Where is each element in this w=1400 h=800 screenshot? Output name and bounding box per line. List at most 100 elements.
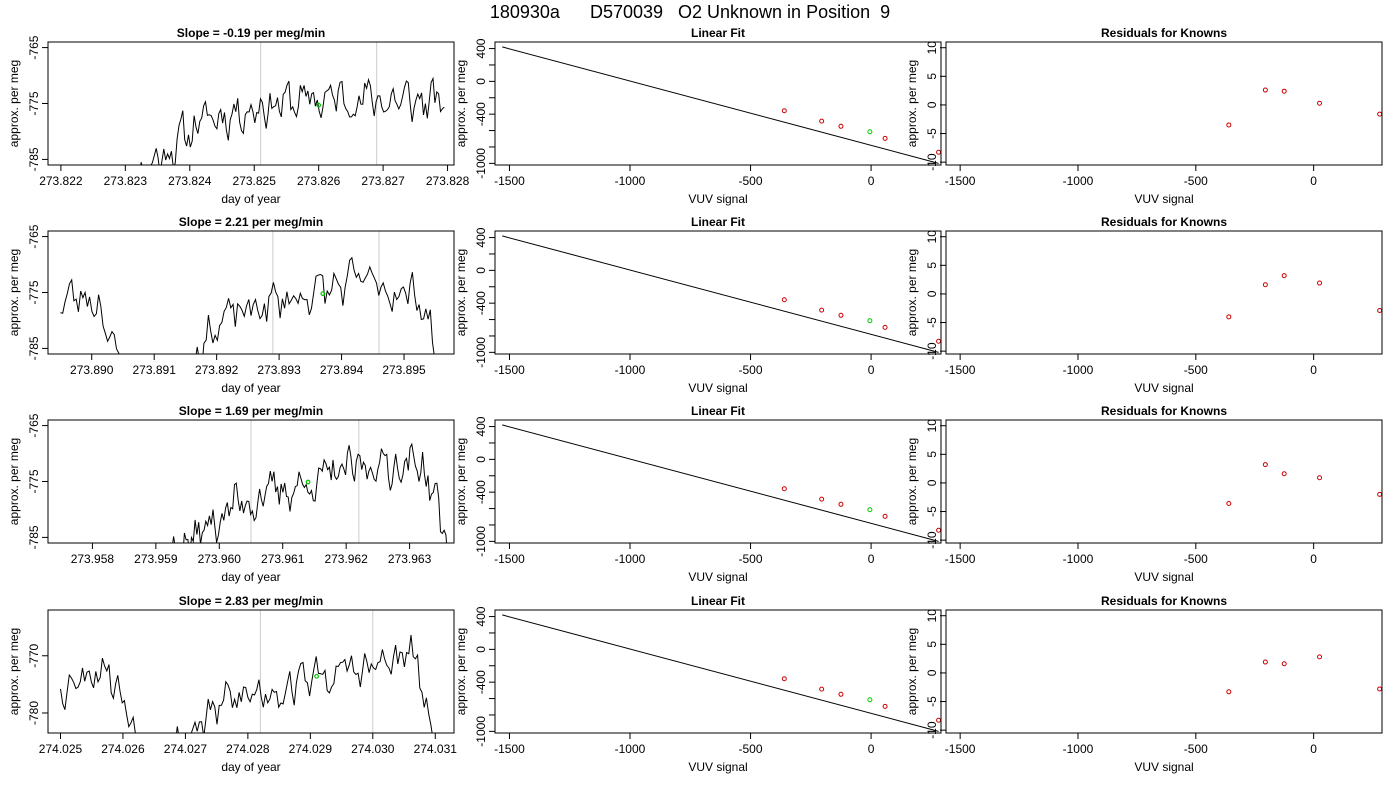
y-tick-label: -1000 bbox=[474, 337, 488, 368]
known-point bbox=[819, 496, 825, 502]
figure-title: 180930a D570039 O2 Unknown in Position 9 bbox=[490, 2, 890, 22]
x-tick-label: 273.890 bbox=[70, 363, 114, 377]
y-tick-label: 10 bbox=[925, 230, 939, 244]
y-axis-label: approx. per meg bbox=[454, 628, 468, 715]
known-point bbox=[1281, 471, 1287, 477]
panel-title: Slope = -0.19 per meg/min bbox=[177, 26, 325, 40]
unknown-marker bbox=[305, 479, 311, 485]
x-tick-label: 273.960 bbox=[198, 552, 242, 566]
known-point bbox=[819, 118, 825, 124]
x-tick-label: 0 bbox=[868, 742, 875, 756]
panel-3-2: Residuals for Knowns -1500 -1000 -500 0 10 5 0 -… bbox=[905, 594, 1383, 774]
panel-1-1: Linear Fit -1500 -1000 -500 0 400 0 -400 -1000 VU… bbox=[454, 215, 942, 395]
x-tick-label: -500 bbox=[1184, 742, 1208, 756]
known-point bbox=[1377, 111, 1382, 117]
y-tick-label: -785 bbox=[27, 336, 41, 360]
unknown-marker bbox=[320, 291, 326, 297]
signal-trace bbox=[60, 256, 435, 354]
panel-title: Linear Fit bbox=[691, 594, 745, 608]
plot-area bbox=[1226, 462, 1382, 507]
panel-title: Slope = 2.21 per meg/min bbox=[179, 215, 323, 229]
x-tick-label: 274.028 bbox=[226, 742, 270, 756]
unknown-point bbox=[867, 129, 873, 135]
x-axis-label: VUV signal bbox=[688, 381, 747, 395]
known-point bbox=[1377, 308, 1382, 314]
x-tick-label: 0 bbox=[868, 363, 875, 377]
panel-title: Linear Fit bbox=[691, 215, 745, 229]
x-tick-label: 273.958 bbox=[71, 552, 115, 566]
x-tick-label: -1500 bbox=[945, 552, 976, 566]
y-tick-label: 10 bbox=[925, 41, 939, 55]
y-tick-label: -400 bbox=[474, 291, 488, 315]
y-tick-label: -775 bbox=[27, 91, 41, 115]
plot-frame bbox=[945, 230, 1383, 355]
x-tick-label: -1500 bbox=[494, 363, 525, 377]
x-tick-label: 273.891 bbox=[132, 363, 176, 377]
x-axis-label: day of year bbox=[221, 570, 280, 584]
x-tick-label: -500 bbox=[739, 552, 763, 566]
plot-frame bbox=[945, 419, 1383, 544]
y-tick-label: -5 bbox=[925, 317, 939, 328]
unknown-point bbox=[867, 507, 873, 513]
panel-0-1: Linear Fit -1500 -1000 -500 0 400 0 -400 -1000 VU… bbox=[454, 26, 942, 206]
y-tick-label: -765 bbox=[27, 224, 41, 248]
x-tick-label: -1500 bbox=[494, 174, 525, 188]
y-axis-label: approx. per meg bbox=[454, 60, 468, 147]
known-point bbox=[1226, 501, 1232, 507]
y-axis-label: approx. per meg bbox=[454, 438, 468, 525]
plot-frame bbox=[494, 230, 942, 355]
known-point bbox=[838, 123, 844, 129]
known-point bbox=[781, 486, 787, 492]
panel-1-0: Slope = 2.21 per meg/min 273.890 273.891 27… bbox=[7, 215, 455, 395]
y-axis-label: approx. per meg bbox=[7, 60, 21, 147]
y-tick-label: -770 bbox=[27, 643, 41, 667]
x-tick-label: -500 bbox=[739, 174, 763, 188]
x-tick-label: -1000 bbox=[1063, 363, 1094, 377]
x-tick-label: 273.892 bbox=[195, 363, 239, 377]
plot-area bbox=[502, 235, 941, 353]
plot-frame bbox=[47, 419, 455, 544]
panel-title: Linear Fit bbox=[691, 404, 745, 418]
x-tick-label: 273.827 bbox=[361, 174, 405, 188]
y-tick-label: 0 bbox=[925, 101, 939, 108]
y-tick-label: -400 bbox=[474, 670, 488, 694]
x-tick-label: -500 bbox=[1184, 552, 1208, 566]
x-tick-label: 274.027 bbox=[164, 742, 208, 756]
known-point bbox=[1317, 100, 1323, 106]
fit-line bbox=[502, 235, 939, 353]
x-tick-label: -1000 bbox=[615, 552, 646, 566]
signal-trace bbox=[140, 76, 445, 165]
x-tick-label: -1000 bbox=[615, 363, 646, 377]
y-axis-label: approx. per meg bbox=[905, 438, 919, 525]
plot-area bbox=[1226, 273, 1382, 320]
y-axis-label: approx. per meg bbox=[7, 249, 21, 336]
known-point bbox=[1377, 686, 1382, 692]
y-tick-label: 0 bbox=[474, 646, 488, 653]
y-tick-label: -785 bbox=[27, 147, 41, 171]
panel-grid: Slope = -0.19 per meg/min 273.822 273.823 2… bbox=[7, 26, 1383, 774]
panel-2-2: Residuals for Knowns -1500 -1000 -500 0 10 5 0 -… bbox=[905, 404, 1383, 584]
x-tick-label: -500 bbox=[1184, 174, 1208, 188]
known-point bbox=[838, 501, 844, 507]
panel-title: Residuals for Knowns bbox=[1101, 594, 1227, 608]
plot-frame bbox=[47, 230, 455, 355]
plot-area bbox=[60, 231, 435, 354]
x-tick-label: -1500 bbox=[945, 174, 976, 188]
known-point bbox=[838, 312, 844, 318]
y-tick-label: -10 bbox=[925, 531, 939, 549]
known-point bbox=[1377, 491, 1382, 497]
x-axis-label: day of year bbox=[221, 760, 280, 774]
x-tick-label: -1000 bbox=[615, 174, 646, 188]
y-tick-label: 5 bbox=[925, 262, 939, 269]
signal-trace bbox=[60, 634, 433, 733]
panel-0-0: Slope = -0.19 per meg/min 273.822 273.823 2… bbox=[7, 26, 470, 206]
known-point bbox=[1317, 280, 1323, 286]
x-tick-label: 273.963 bbox=[388, 552, 432, 566]
x-tick-label: 273.959 bbox=[134, 552, 178, 566]
y-tick-label: -10 bbox=[925, 342, 939, 360]
plot-area bbox=[172, 420, 448, 543]
panel-title: Slope = 1.69 per meg/min bbox=[179, 404, 323, 418]
y-tick-label: -1000 bbox=[474, 148, 488, 179]
x-axis-label: VUV signal bbox=[1134, 570, 1193, 584]
x-tick-label: 274.026 bbox=[101, 742, 145, 756]
